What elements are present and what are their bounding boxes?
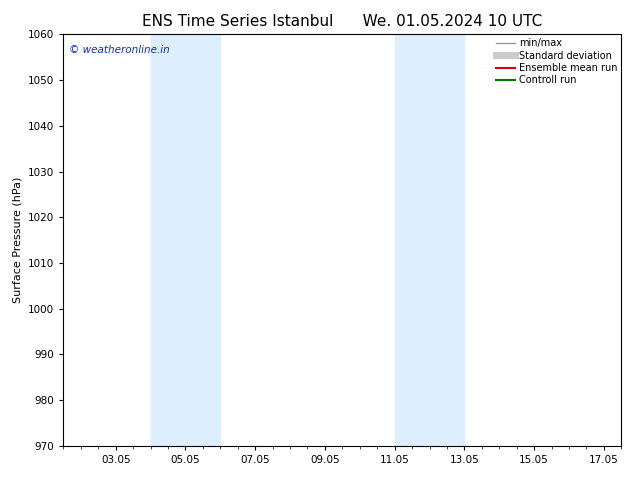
Text: © weatheronline.in: © weatheronline.in	[69, 45, 170, 54]
Bar	[150, 34, 221, 446]
Title: ENS Time Series Istanbul      We. 01.05.2024 10 UTC: ENS Time Series Istanbul We. 01.05.2024 …	[142, 14, 543, 29]
Bar	[394, 34, 464, 446]
Y-axis label: Surface Pressure (hPa): Surface Pressure (hPa)	[13, 177, 23, 303]
Legend: min/max, Standard deviation, Ensemble mean run, Controll run: min/max, Standard deviation, Ensemble me…	[494, 36, 619, 87]
